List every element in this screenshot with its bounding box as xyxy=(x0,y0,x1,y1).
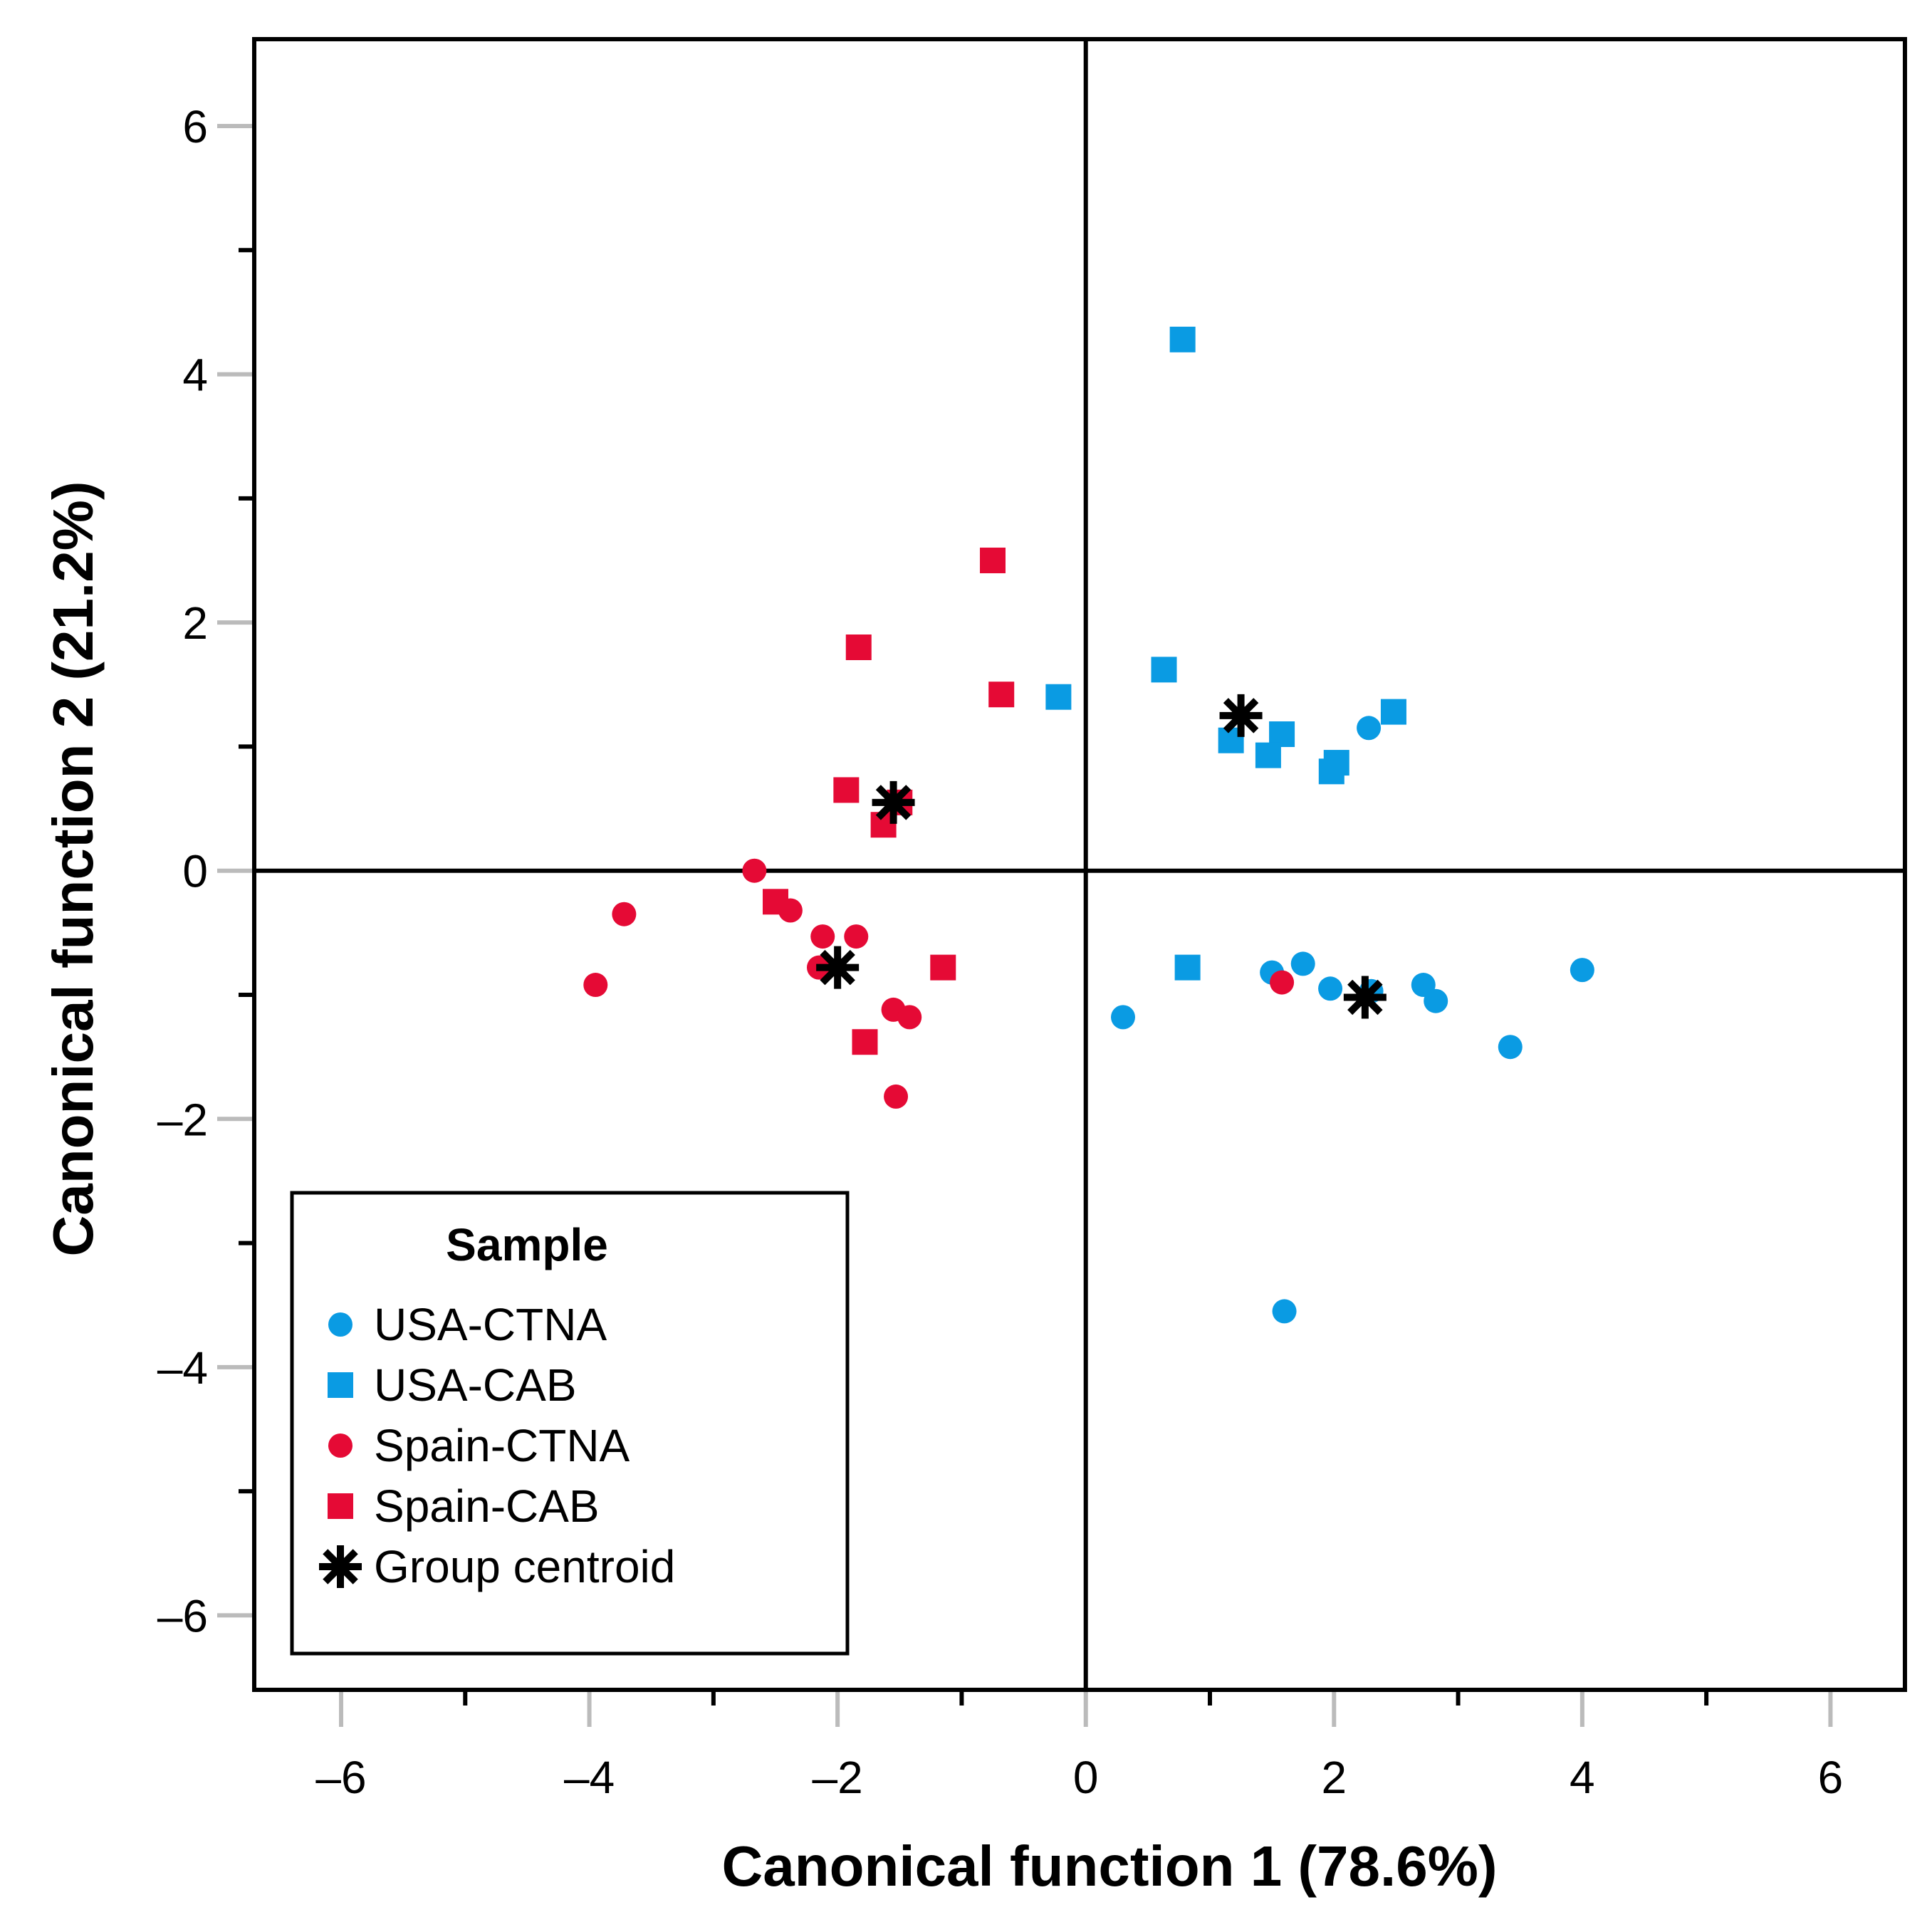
x-tick-label: 6 xyxy=(1818,1752,1844,1803)
legend-marker-group-centroid xyxy=(319,1545,362,1588)
point-usa-cab xyxy=(1380,699,1406,725)
point-group-centroid xyxy=(816,946,860,989)
legend-title: Sample xyxy=(446,1219,608,1270)
point-usa-cab xyxy=(1169,326,1196,352)
point-spain-ctna xyxy=(810,924,835,949)
legend-label-spain-cab: Spain-CAB xyxy=(374,1480,600,1532)
plot-frame xyxy=(252,37,1907,1692)
point-usa-ctna xyxy=(1498,1035,1523,1060)
point-usa-cab xyxy=(1174,954,1201,981)
point-spain-ctna xyxy=(742,858,767,883)
legend-marker-spain-cab xyxy=(328,1493,353,1519)
legend-item-spain-ctna: Spain-CTNA xyxy=(328,1420,630,1471)
point-usa-ctna xyxy=(1318,976,1343,1001)
legend-marker-usa-cab xyxy=(328,1372,353,1398)
point-spain-cab xyxy=(930,954,956,981)
x-tick-label: –4 xyxy=(564,1752,615,1803)
point-usa-ctna xyxy=(1272,1299,1297,1324)
point-usa-cab xyxy=(1318,758,1344,785)
legend-item-usa-ctna: USA-CTNA xyxy=(328,1299,607,1350)
legend-label-spain-ctna: Spain-CTNA xyxy=(374,1420,630,1471)
point-usa-ctna xyxy=(1357,716,1382,741)
point-spain-cab xyxy=(980,548,1006,573)
point-spain-ctna xyxy=(612,902,637,926)
point-spain-ctna xyxy=(884,1084,909,1109)
point-spain-cab xyxy=(763,889,788,915)
y-tick-label: 6 xyxy=(182,101,208,152)
legend-marker-usa-ctna xyxy=(328,1312,353,1337)
x-tick-label: 2 xyxy=(1321,1752,1347,1803)
point-spain-ctna xyxy=(1270,970,1295,995)
y-tick-label: 0 xyxy=(182,846,208,897)
x-tick-label: 4 xyxy=(1570,1752,1595,1803)
point-spain-ctna xyxy=(897,1005,922,1030)
y-tick-label: –4 xyxy=(157,1342,208,1394)
y-axis-title: Canonical function 2 (21.2%) xyxy=(41,481,105,1256)
point-group-centroid xyxy=(1343,976,1387,1019)
y-tick-label: 2 xyxy=(182,597,208,649)
x-tick-label: –6 xyxy=(315,1752,366,1803)
point-spain-cab xyxy=(988,681,1015,708)
legend-entries: USA-CTNA USA-CAB Spain-CTNA Spain-CAB Group … xyxy=(319,1299,675,1592)
legend-marker-spain-ctna xyxy=(328,1433,353,1458)
point-usa-ctna xyxy=(1290,951,1315,976)
point-usa-cab xyxy=(1045,684,1072,710)
point-usa-cab xyxy=(1151,657,1177,683)
x-tick-label: –2 xyxy=(813,1752,863,1803)
y-tick-label: 4 xyxy=(182,350,208,401)
y-tick-label: –6 xyxy=(157,1590,208,1641)
legend-item-group-centroid: Group centroid xyxy=(319,1541,675,1592)
point-group-centroid xyxy=(1219,694,1263,737)
point-usa-ctna xyxy=(1424,988,1448,1013)
legend-label-usa-ctna: USA-CTNA xyxy=(374,1299,607,1350)
point-usa-ctna xyxy=(1570,958,1594,983)
legend: Sample USA-CTNA USA-CAB Spain-CTNA Spain-CA… xyxy=(290,1191,850,1656)
point-spain-cab xyxy=(833,777,860,803)
legend-item-spain-cab: Spain-CAB xyxy=(328,1480,600,1532)
axis-tick-labels: –6 –4 –2 0 2 4 6 –6 –4 –2 0 2 4 6 xyxy=(157,101,1843,1803)
data-points xyxy=(583,326,1594,1324)
legend-label-usa-cab: USA-CAB xyxy=(374,1359,577,1411)
legend-frame xyxy=(290,1191,850,1656)
point-spain-ctna xyxy=(583,973,608,998)
x-axis-title: Canonical function 1 (78.6%) xyxy=(721,1834,1497,1898)
point-usa-ctna xyxy=(1111,1005,1135,1030)
axis-ticks xyxy=(217,124,1833,1727)
legend-label-group-centroid: Group centroid xyxy=(374,1541,675,1592)
point-spain-cab xyxy=(845,634,872,660)
point-usa-cab xyxy=(1255,742,1281,768)
point-spain-ctna xyxy=(844,924,869,949)
y-tick-label: –2 xyxy=(157,1094,208,1145)
x-tick-label: 0 xyxy=(1073,1752,1099,1803)
point-spain-cab xyxy=(852,1029,878,1055)
legend-item-usa-cab: USA-CAB xyxy=(328,1359,577,1411)
point-group-centroid xyxy=(872,780,915,824)
